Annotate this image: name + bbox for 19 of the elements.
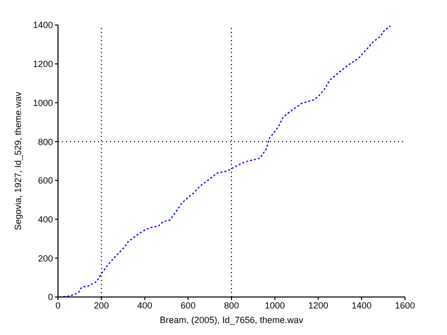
y-axis-title: Segovia, 1927, Id_529, theme.wav	[13, 91, 24, 230]
y-tick-label: 200	[38, 253, 53, 264]
x-tick-label: 1200	[308, 300, 328, 310]
x-tick-label: 600	[180, 300, 196, 310]
x-tick-label: 200	[94, 300, 109, 310]
x-tick-label: 800	[224, 300, 240, 310]
y-tick-label: 800	[38, 136, 53, 147]
y-tick-label: 1000	[32, 98, 53, 108]
x-tick-label: 1400	[352, 300, 372, 310]
x-tick-label: 1000	[264, 300, 285, 310]
y-tick-label: 400	[38, 214, 53, 224]
y-tick-label: 0	[48, 292, 53, 302]
x-axis-title: Bream, (2005), Id_7656, theme.wav	[160, 315, 304, 325]
x-tick-label: 400	[137, 300, 152, 310]
y-tick-label: 1400	[32, 20, 53, 30]
y-tick-label: 600	[38, 176, 53, 186]
x-tick-label: 1600	[394, 300, 416, 310]
y-tick-label: 1200	[32, 59, 53, 70]
x-tick-label: 0	[55, 300, 61, 310]
